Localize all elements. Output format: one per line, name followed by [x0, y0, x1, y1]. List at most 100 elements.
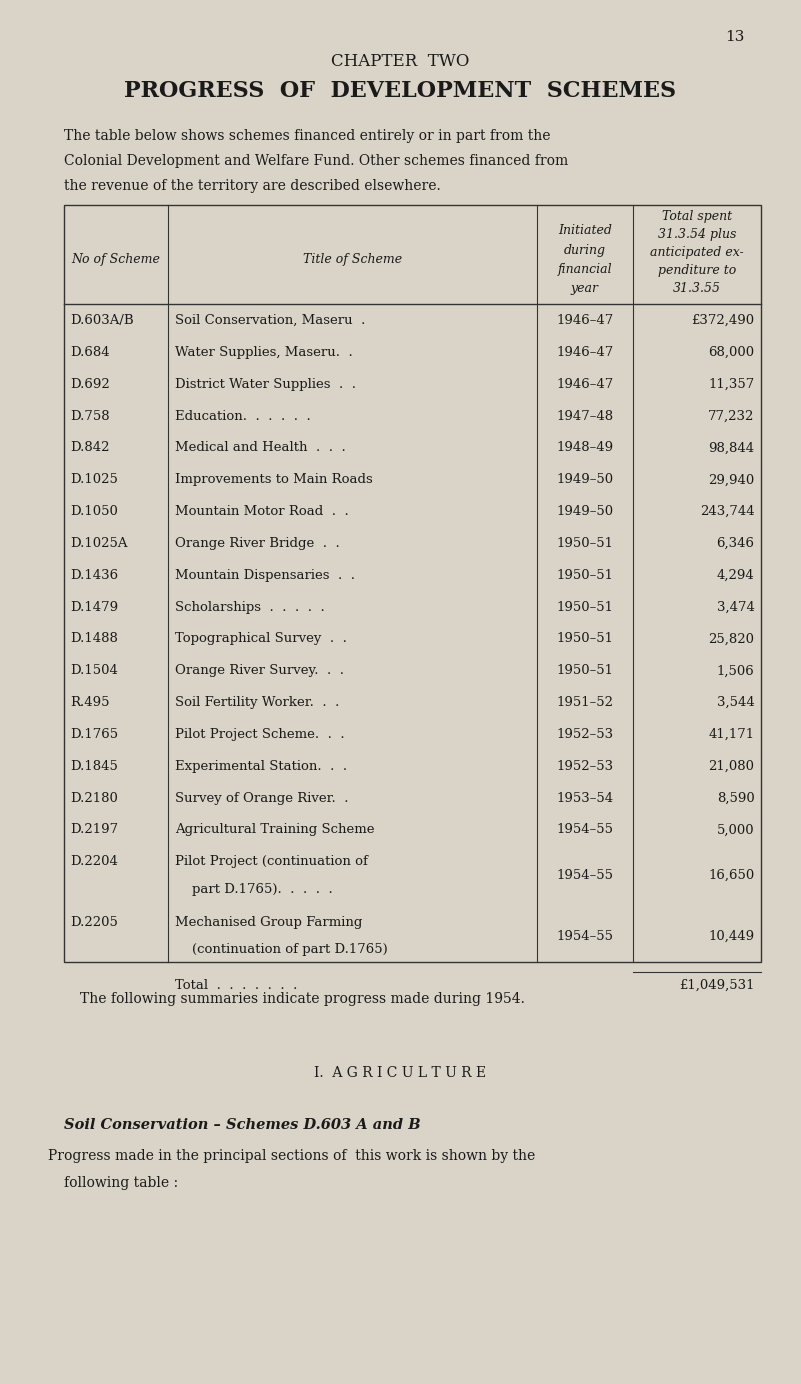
Text: Mechanised Group Farming: Mechanised Group Farming	[175, 916, 362, 929]
Text: 1950–51: 1950–51	[556, 537, 614, 549]
Text: 1952–53: 1952–53	[556, 760, 614, 772]
Text: 3,544: 3,544	[717, 696, 755, 709]
Text: the revenue of the territory are described elsewhere.: the revenue of the territory are describ…	[64, 179, 441, 192]
Text: 16,650: 16,650	[708, 869, 755, 882]
Text: 25,820: 25,820	[709, 632, 755, 645]
Text: D.1488: D.1488	[70, 632, 119, 645]
Text: 68,000: 68,000	[708, 346, 755, 358]
Text: D.1025: D.1025	[70, 473, 119, 486]
Text: 1949–50: 1949–50	[556, 505, 614, 518]
Text: 21,080: 21,080	[709, 760, 755, 772]
Text: 98,844: 98,844	[708, 441, 755, 454]
Text: 1946–47: 1946–47	[556, 346, 614, 358]
Text: 1950–51: 1950–51	[556, 569, 614, 581]
Text: I.  A G R I C U L T U R E: I. A G R I C U L T U R E	[315, 1066, 486, 1080]
Text: Experimental Station.  .  .: Experimental Station. . .	[175, 760, 347, 772]
Text: D.1479: D.1479	[70, 601, 119, 613]
Text: Mountain Motor Road  .  .: Mountain Motor Road . .	[175, 505, 348, 518]
Text: No of Scheme: No of Scheme	[72, 253, 160, 266]
Bar	[64, 205, 761, 962]
Text: PROGRESS  OF  DEVELOPMENT  SCHEMES: PROGRESS OF DEVELOPMENT SCHEMES	[124, 80, 677, 102]
Text: (continuation of part D.1765): (continuation of part D.1765)	[175, 944, 388, 956]
Text: 41,171: 41,171	[708, 728, 755, 740]
Text: D.2204: D.2204	[70, 855, 119, 868]
Text: 31.3.54 plus: 31.3.54 plus	[658, 228, 736, 241]
Text: 1946–47: 1946–47	[556, 378, 614, 390]
Text: 77,232: 77,232	[708, 410, 755, 422]
Text: 1948–49: 1948–49	[556, 441, 614, 454]
Text: 1954–55: 1954–55	[556, 869, 614, 882]
Text: 1946–47: 1946–47	[556, 314, 614, 327]
Text: Survey of Orange River.  .: Survey of Orange River. .	[175, 792, 348, 804]
Text: Orange River Survey.  .  .: Orange River Survey. . .	[175, 664, 344, 677]
Text: Agricultural Training Scheme: Agricultural Training Scheme	[175, 823, 374, 836]
Text: The table below shows schemes financed entirely or in part from the: The table below shows schemes financed e…	[64, 129, 550, 143]
Text: 4,294: 4,294	[717, 569, 755, 581]
Text: 3,474: 3,474	[717, 601, 755, 613]
Text: Title of Scheme: Title of Scheme	[303, 253, 402, 266]
Text: Education.  .  .  .  .  .: Education. . . . . .	[175, 410, 310, 422]
Text: 10,449: 10,449	[708, 930, 755, 943]
Text: Soil Conservation – Schemes D.603 A and B: Soil Conservation – Schemes D.603 A and …	[64, 1118, 421, 1132]
Text: anticipated ex-: anticipated ex-	[650, 246, 744, 259]
Text: 1952–53: 1952–53	[556, 728, 614, 740]
Text: D.2205: D.2205	[70, 916, 119, 929]
Text: 1951–52: 1951–52	[556, 696, 614, 709]
Text: CHAPTER  TWO: CHAPTER TWO	[332, 53, 469, 69]
Text: Medical and Health  .  .  .: Medical and Health . . .	[175, 441, 345, 454]
Text: D.758: D.758	[70, 410, 110, 422]
Text: D.1050: D.1050	[70, 505, 119, 518]
Text: Progress made in the principal sections of  this work is shown by the: Progress made in the principal sections …	[48, 1149, 535, 1163]
Text: 1,506: 1,506	[717, 664, 755, 677]
Text: Colonial Development and Welfare Fund. Other schemes financed from: Colonial Development and Welfare Fund. O…	[64, 154, 569, 167]
Text: Initiated: Initiated	[557, 224, 612, 237]
Text: 11,357: 11,357	[708, 378, 755, 390]
Text: part D.1765).  .  .  .  .: part D.1765). . . . .	[175, 883, 332, 895]
Text: £372,490: £372,490	[691, 314, 755, 327]
Text: D.1504: D.1504	[70, 664, 119, 677]
Text: Total  .  .  .  .  .  .  .: Total . . . . . . .	[175, 978, 297, 992]
Text: D.1765: D.1765	[70, 728, 119, 740]
Text: £1,049,531: £1,049,531	[679, 978, 755, 992]
Text: Pilot Project (continuation of: Pilot Project (continuation of	[175, 855, 368, 868]
Text: D.603A/B: D.603A/B	[70, 314, 134, 327]
Text: Scholarships  .  .  .  .  .: Scholarships . . . . .	[175, 601, 324, 613]
Text: financial: financial	[557, 263, 612, 275]
Text: Water Supplies, Maseru.  .: Water Supplies, Maseru. .	[175, 346, 352, 358]
Text: D.692: D.692	[70, 378, 111, 390]
Text: Mountain Dispensaries  .  .: Mountain Dispensaries . .	[175, 569, 355, 581]
Text: year: year	[571, 282, 598, 295]
Text: Topographical Survey  .  .: Topographical Survey . .	[175, 632, 347, 645]
Text: 5,000: 5,000	[717, 823, 755, 836]
Text: D.1436: D.1436	[70, 569, 119, 581]
Text: 8,590: 8,590	[717, 792, 755, 804]
Text: D.1025A: D.1025A	[70, 537, 128, 549]
Text: Soil Conservation, Maseru  .: Soil Conservation, Maseru .	[175, 314, 365, 327]
Text: District Water Supplies  .  .: District Water Supplies . .	[175, 378, 356, 390]
Text: 1950–51: 1950–51	[556, 601, 614, 613]
Text: Orange River Bridge  .  .: Orange River Bridge . .	[175, 537, 340, 549]
Text: 6,346: 6,346	[717, 537, 755, 549]
Text: Total spent: Total spent	[662, 210, 732, 223]
Text: The following summaries indicate progress made during 1954.: The following summaries indicate progres…	[80, 992, 525, 1006]
Text: 31.3.55: 31.3.55	[673, 282, 721, 295]
Text: 1947–48: 1947–48	[556, 410, 614, 422]
Text: following table :: following table :	[64, 1176, 178, 1190]
Text: 1954–55: 1954–55	[556, 930, 614, 943]
Text: D.2197: D.2197	[70, 823, 119, 836]
Text: Soil Fertility Worker.  .  .: Soil Fertility Worker. . .	[175, 696, 339, 709]
Text: 13: 13	[726, 30, 745, 44]
Text: penditure to: penditure to	[658, 264, 736, 277]
Text: 243,744: 243,744	[700, 505, 755, 518]
Text: Pilot Project Scheme.  .  .: Pilot Project Scheme. . .	[175, 728, 344, 740]
Text: 29,940: 29,940	[708, 473, 755, 486]
Text: 1949–50: 1949–50	[556, 473, 614, 486]
Text: during: during	[564, 244, 606, 256]
Text: 1950–51: 1950–51	[556, 632, 614, 645]
Text: 1953–54: 1953–54	[556, 792, 614, 804]
Text: D.684: D.684	[70, 346, 110, 358]
Text: D.1845: D.1845	[70, 760, 119, 772]
Text: D.2180: D.2180	[70, 792, 119, 804]
Text: 1950–51: 1950–51	[556, 664, 614, 677]
Text: Improvements to Main Roads: Improvements to Main Roads	[175, 473, 372, 486]
